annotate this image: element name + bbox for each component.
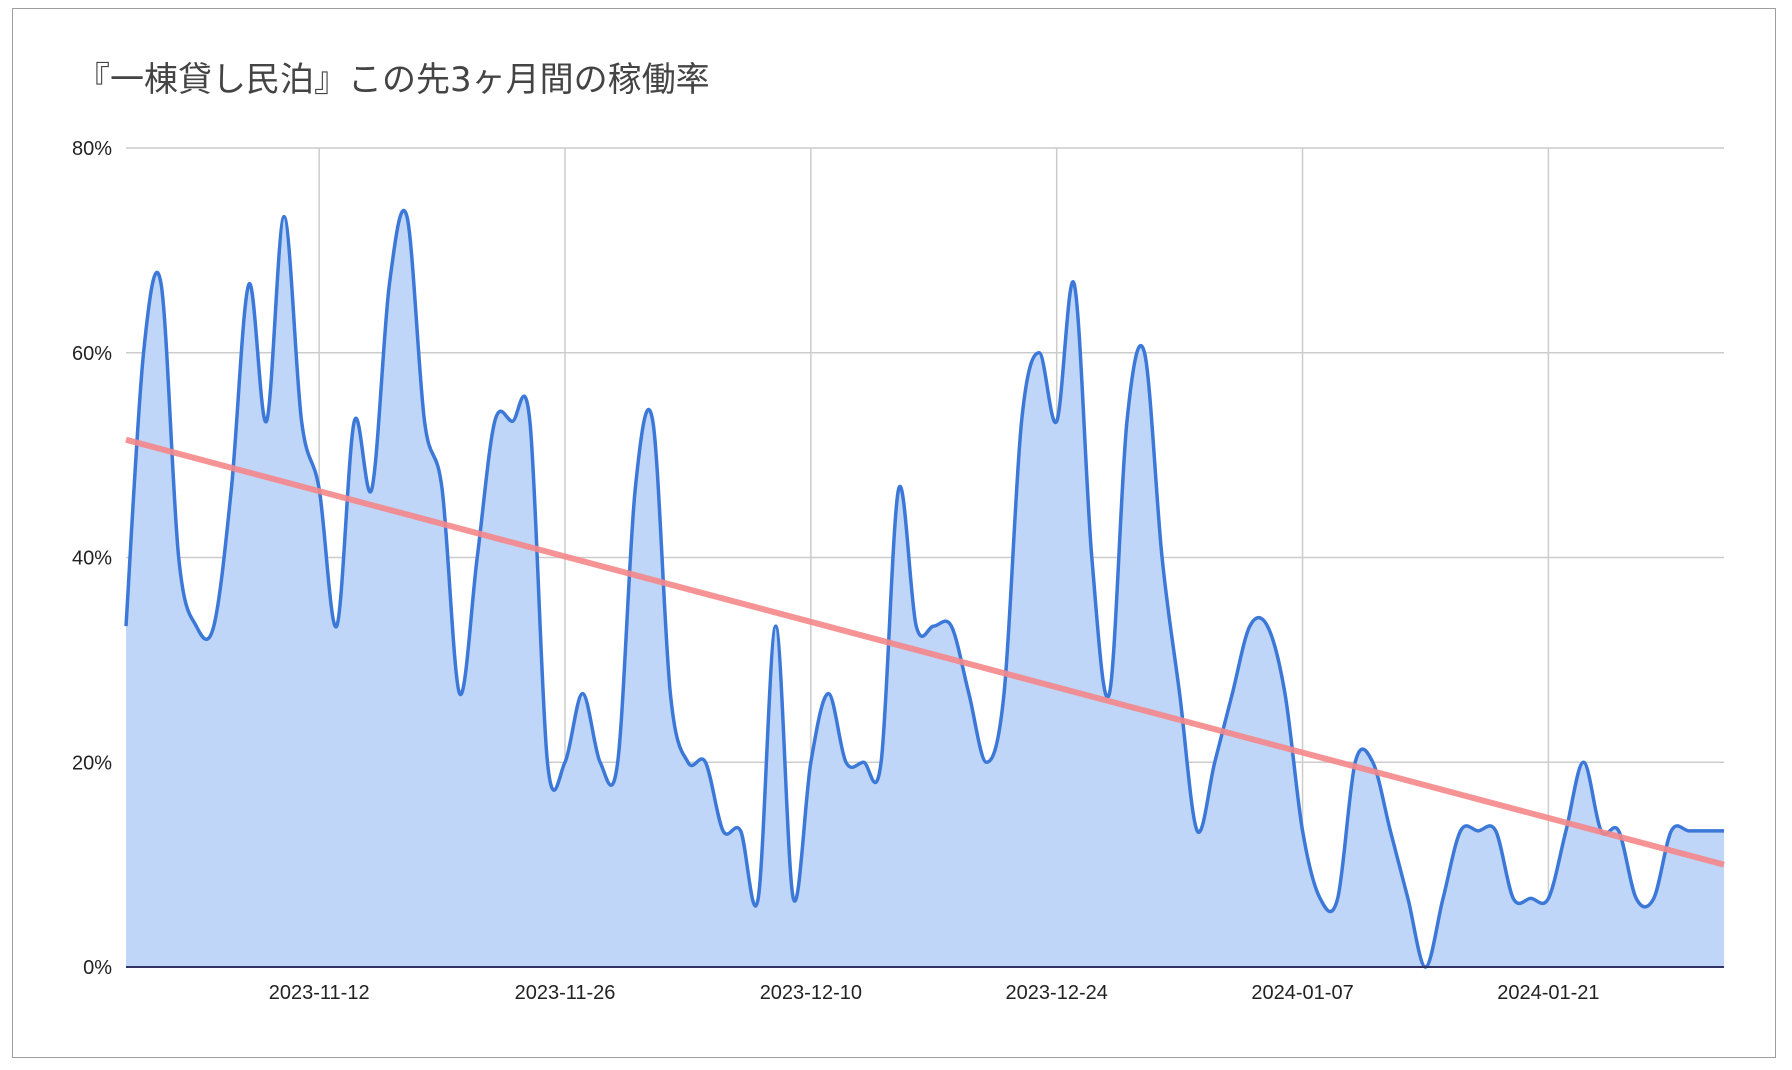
y-tick-label: 40% [72,548,112,570]
y-tick-label: 80% [72,138,112,160]
y-tick-label: 60% [72,343,112,365]
x-tick-label: 2023-12-10 [760,982,862,1004]
x-tick-label: 2023-11-12 [269,982,370,1004]
y-axis-labels: 0% 20% 40% 60% 80% [72,138,112,979]
trend-line [125,436,1725,868]
trend-layer [125,436,1725,868]
y-tick-label: 20% [72,752,112,774]
y-tick-label: 0% [83,957,112,979]
x-tick-label: 2024-01-07 [1251,982,1353,1004]
x-tick-label: 2023-12-24 [1006,982,1108,1004]
x-axis-labels: 2023-11-12 2023-11-26 2023-12-10 2023-12-24… [269,982,1600,1004]
x-tick-label: 2023-11-26 [515,982,616,1004]
occupancy-area-fill [126,210,1724,967]
x-tick-label: 2024-01-21 [1497,982,1599,1004]
chart-title: 『一棟貸し民泊』この先3ヶ月間の稼働率 [76,60,710,100]
occupancy-line [124,208,1724,969]
area-layer [124,208,1724,969]
